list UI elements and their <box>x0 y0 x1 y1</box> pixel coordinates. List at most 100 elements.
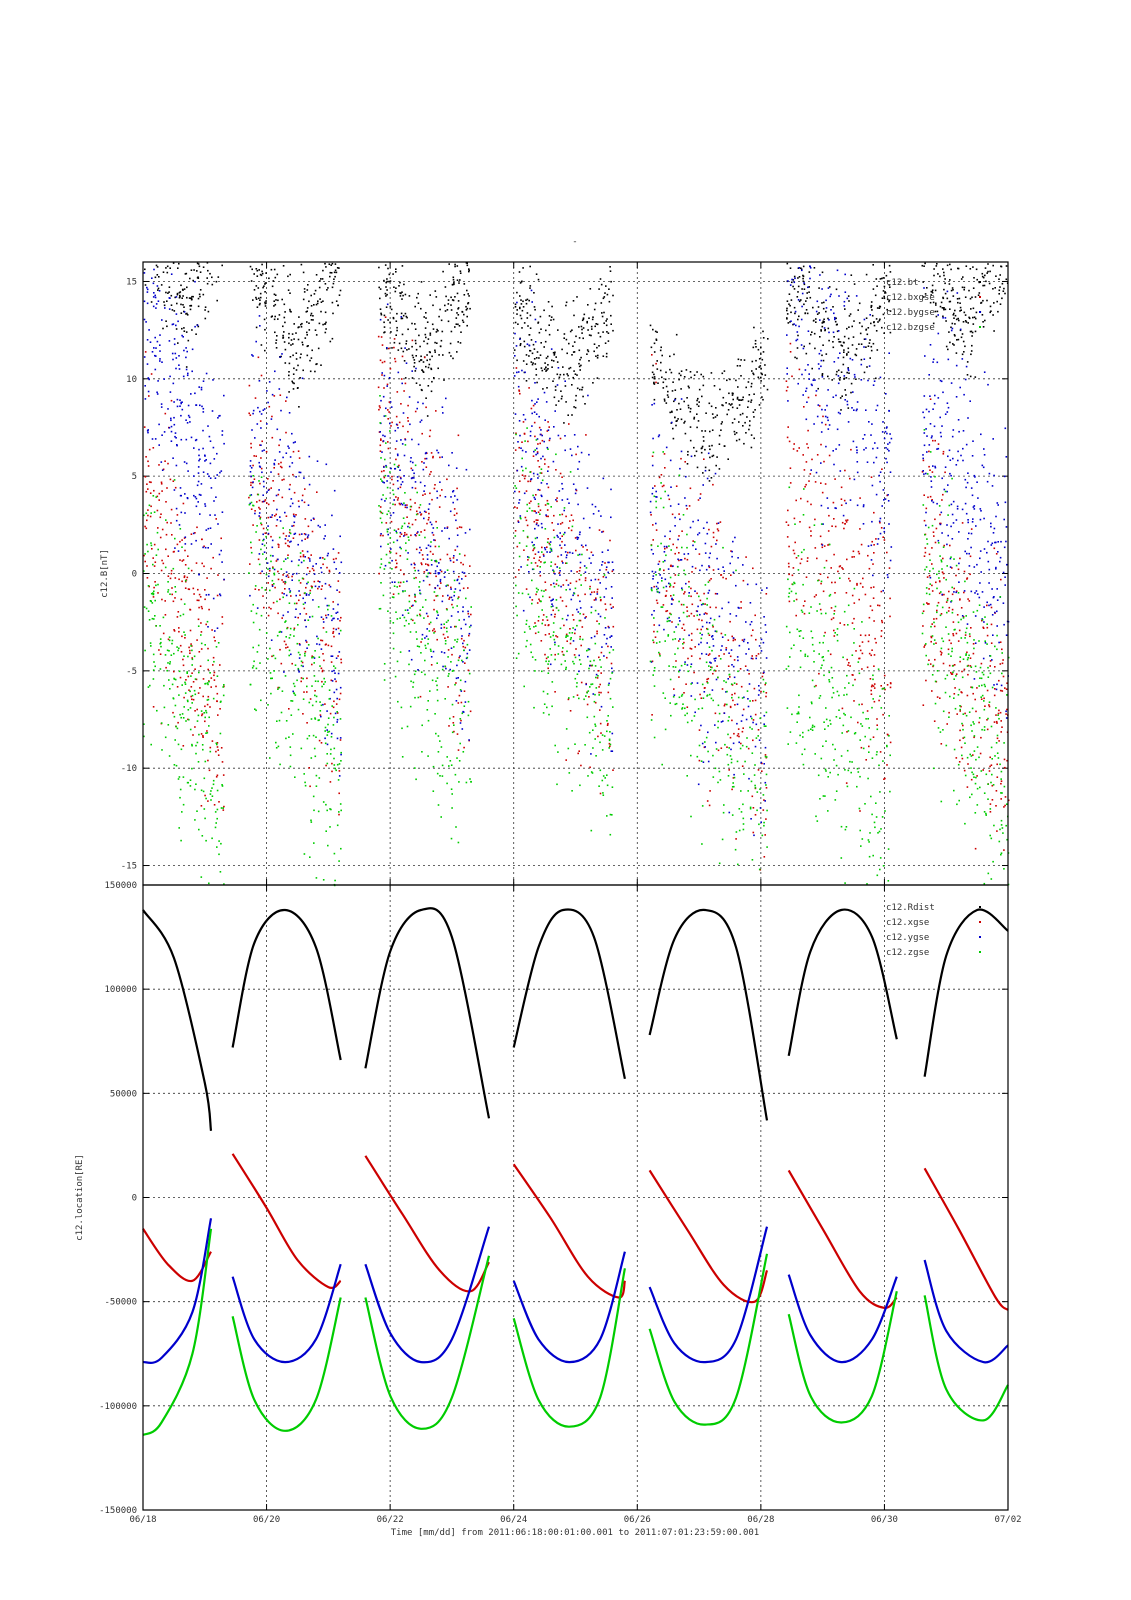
data-point <box>975 710 977 713</box>
data-point <box>656 602 659 604</box>
data-point <box>948 590 950 593</box>
data-point <box>687 404 690 407</box>
data-point <box>413 472 415 475</box>
data-point <box>958 761 961 763</box>
data-point <box>530 289 533 292</box>
data-point <box>447 686 449 688</box>
data-point <box>182 295 184 297</box>
data-point <box>202 429 204 432</box>
data-point <box>519 343 522 345</box>
data-point <box>599 615 602 618</box>
data-point <box>205 529 208 531</box>
data-point <box>152 282 155 285</box>
data-point <box>1003 849 1005 851</box>
data-point <box>579 388 581 391</box>
data-point <box>791 281 793 284</box>
data-point <box>981 314 984 316</box>
data-point <box>576 538 579 540</box>
data-point <box>939 650 942 653</box>
data-point <box>929 395 931 397</box>
data-point <box>565 633 568 636</box>
data-point <box>603 596 606 598</box>
data-point <box>308 329 311 331</box>
data-point <box>250 280 253 282</box>
data-point <box>290 498 293 500</box>
data-point <box>398 285 400 287</box>
data-point <box>552 380 554 382</box>
data-point <box>252 464 254 467</box>
data-point <box>535 273 538 275</box>
data-point <box>953 334 956 336</box>
data-point <box>178 368 181 370</box>
data-point <box>182 559 185 561</box>
data-point <box>924 293 927 295</box>
data-point <box>379 450 382 452</box>
data-point <box>958 297 961 300</box>
data-point <box>300 326 303 328</box>
data-point <box>851 407 853 409</box>
data-point <box>602 297 605 300</box>
data-point <box>754 713 757 716</box>
data-point <box>222 809 225 811</box>
data-point <box>871 484 874 487</box>
data-point <box>435 595 437 597</box>
data-point <box>888 300 890 303</box>
data-point <box>594 578 597 581</box>
data-point <box>553 353 556 355</box>
data-point <box>653 624 655 626</box>
data-point <box>170 304 173 306</box>
data-point <box>577 468 579 470</box>
data-point <box>399 555 402 557</box>
data-point <box>420 307 422 310</box>
data-point <box>254 510 256 512</box>
data-point <box>558 571 561 574</box>
data-point <box>608 561 610 564</box>
data-point <box>384 292 387 295</box>
data-point <box>537 322 539 324</box>
data-point <box>937 443 940 445</box>
data-point <box>747 406 749 408</box>
data-point <box>318 739 321 742</box>
data-point <box>932 322 935 325</box>
data-point <box>468 739 470 741</box>
data-point <box>196 276 199 279</box>
data-point <box>851 344 854 346</box>
data-point <box>423 340 425 343</box>
data-point <box>444 637 446 639</box>
data-point <box>650 514 652 516</box>
data-point <box>394 448 397 450</box>
data-point <box>993 721 996 723</box>
data-point <box>161 361 163 363</box>
data-point <box>303 533 306 535</box>
data-point <box>834 320 837 323</box>
data-point <box>870 434 872 436</box>
data-point <box>707 677 710 680</box>
data-point <box>299 356 302 359</box>
data-point <box>382 434 384 437</box>
data-point <box>467 612 470 615</box>
data-point <box>207 269 209 272</box>
data-point <box>324 597 327 600</box>
data-point <box>528 344 531 347</box>
data-point <box>710 578 712 580</box>
data-point <box>596 677 599 679</box>
data-point <box>250 481 252 484</box>
data-point <box>573 370 575 372</box>
data-point <box>189 609 192 611</box>
data-point <box>963 570 966 573</box>
data-point <box>654 636 657 638</box>
data-point <box>532 362 534 364</box>
data-point <box>787 322 790 324</box>
data-point <box>456 559 458 561</box>
data-point <box>853 409 855 411</box>
data-point <box>852 391 854 393</box>
data-point <box>665 371 667 374</box>
data-point <box>204 546 207 549</box>
data-point <box>445 295 447 298</box>
data-point <box>439 494 441 497</box>
data-point <box>681 587 683 589</box>
data-point <box>285 571 288 573</box>
data-point <box>463 283 466 285</box>
data-point <box>750 434 753 436</box>
data-point <box>414 487 417 490</box>
